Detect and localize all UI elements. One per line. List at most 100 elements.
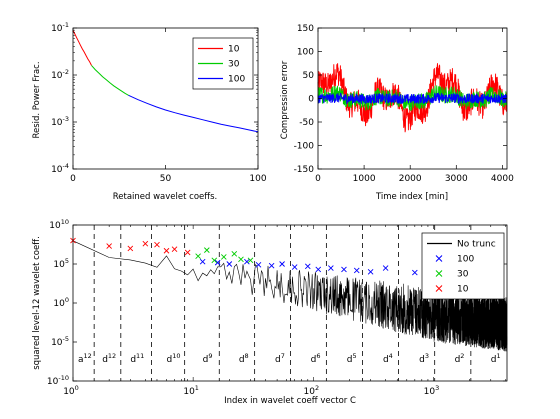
compression-error-xtick-label: 1000 [353,174,376,184]
compression-error-ytick-label: -100 [294,142,315,152]
wavelet-coeff-marker-100 [353,267,360,274]
compression-error-ytick-label: 0 [308,95,314,105]
residual-power-ylabel: Resid. Power Frac. [32,61,42,138]
residual-power-axes [72,27,259,170]
compression-error-ylabel: Compression error [280,60,290,139]
wavelet-coeff-marker-100 [279,261,285,267]
wavelet-level-label: d11 [130,352,144,365]
wavelet-coeff-marker-30 [247,257,254,264]
wavelet-coeff-ticks: 100 101 102 103 10-10 10-5 100 105 1010 [47,218,507,397]
wavelet-level-label: d8 [239,352,249,365]
residual-power-legend-label: 10 [228,45,240,55]
wavelet-coeff-marker-30 [231,251,238,257]
wavelet-coeff-marker-10 [171,246,178,252]
compression-error-series-100 [317,91,508,105]
wavelet-coeff-legend-marker [435,285,443,292]
wavelet-coeff-marker-100 [367,268,374,275]
wavelet-level-boundaries [93,225,472,381]
residual-power-ytick-label: 10-1 [51,21,69,34]
wavelet-coeff-marker-100 [291,264,298,270]
wavelet-level-label: d4 [383,352,393,365]
wavelet-coeff-legend-label: 30 [457,270,469,280]
wavelet-coeff-legend: No trunc 100 30 10 [421,232,505,300]
wavelet-coeff-marker-30 [238,256,244,263]
residual-power-series-30 [91,65,129,96]
wavelet-coeff-marker-100 [328,265,334,271]
wavelet-coeff-marker-100 [214,259,221,266]
wavelet-coeff-marker-10 [154,241,160,248]
wavelet-coeff-no-trunc-line [72,240,508,352]
compression-error-curves [317,63,508,133]
wavelet-coeff-marker-100 [244,258,250,265]
wavelet-coeff-marker-100 [268,262,275,269]
wavelet-coeff-axes [72,224,508,382]
wavelet-coeff-marker-10 [106,243,112,249]
residual-power-xtick-label: 0 [70,174,76,184]
wavelet-coeff-ytick-label: 105 [53,257,69,270]
wavelet-level-label: d5 [347,352,357,365]
residual-power-ytick-label: 10-2 [51,68,69,81]
wavelet-coeff-marker-30 [220,254,227,260]
wavelet-coeff-legend-label: 100 [457,255,474,265]
wavelet-coeff-marker-100 [304,263,311,270]
compression-error-ytick-label: 100 [297,48,314,58]
wavelet-coeff-marker-100 [199,258,206,265]
wavelet-coeff-markers [70,237,485,276]
wavelet-coeff-marker-30 [195,253,201,260]
residual-power-xtick-label: 100 [249,174,266,184]
wavelet-coeff-marker-100 [315,266,322,273]
wavelet-coeff-ytick-label: 10-10 [47,374,69,387]
compression-error-xtick-label: 3000 [445,174,468,184]
wavelet-coeff-marker-10 [184,249,191,256]
compression-error-ytick-label: -50 [299,118,314,128]
compression-error-xtick-label: 0 [315,174,321,184]
wavelet-coeff-marker-100 [382,265,389,271]
compression-error-xtick-label: 2000 [399,174,422,184]
wavelet-level-label: d3 [419,352,429,365]
residual-power-legend: 10 30 100 [192,37,254,90]
wavelet-coeff-marker-10 [142,240,149,247]
wavelet-level-label: d7 [275,352,285,365]
compression-error-xlabel: Time index [min] [375,192,448,202]
wavelet-coeff-xtick-label: 100 [63,384,79,397]
wavelet-coeff-xtick-label: 103 [424,384,440,397]
wavelet-coeff-marker-100 [255,261,262,268]
compression-error-ticks: 0 1000 2000 3000 4000 -150 -100 -50 0 50 100 150 [294,24,515,184]
wavelet-level-label: d6 [311,352,321,365]
wavelet-coeff-marker-10 [127,245,134,252]
residual-power-series-10 [72,29,92,66]
residual-power-series-100 [128,94,259,133]
wavelet-coeff-legend-marker [435,255,443,262]
residual-power-ytick-label: 10-3 [51,115,69,128]
residual-power-curves [72,29,259,133]
wavelet-coeff-legend-marker [435,270,443,277]
wavelet-coeff-marker-100 [412,269,418,276]
residual-power-xtick-label: 50 [160,174,172,184]
residual-power-legend-label: 30 [228,60,240,70]
wavelet-coeff-ytick-label: 10-5 [51,335,69,348]
wavelet-coeff-marker-30 [204,247,210,253]
wavelet-level-label: d12 [102,352,116,365]
wavelet-coeff-ytick-label: 100 [53,296,69,309]
compression-error-axes [317,27,508,170]
wavelet-coeff-legend-label: No trunc [457,240,496,250]
wavelet-coeff-ylabel: squared level-12 wavelet coeff. [32,236,42,370]
wavelet-coeff-marker-100 [226,261,233,267]
residual-power-xlabel: Retained wavelet coeffs. [113,192,218,202]
wavelet-coeff-xtick-label: 102 [303,384,319,397]
wavelet-coeff-legend-label: 10 [457,285,469,295]
compression-error-plot: 0 1000 2000 3000 4000 -150 -100 -50 0 50 100 150 Ti… [280,24,514,202]
residual-power-legend-label: 100 [228,75,245,85]
wavelet-coeff-marker-100 [341,266,347,273]
compression-error-xtick-label: 4000 [491,174,514,184]
wavelet-coeff-ytick-label: 1010 [49,218,69,231]
wavelet-coeff-marker-10 [163,247,170,254]
wavelet-level-label: a12 [78,352,92,365]
compression-error-ytick-label: -150 [294,165,315,175]
wavelet-coeff-xtick-label: 101 [183,384,199,397]
wavelet-level-label: d1 [491,352,501,365]
residual-power-ytick-label: 10-4 [51,162,69,175]
compression-error-ytick-label: 150 [297,24,314,34]
